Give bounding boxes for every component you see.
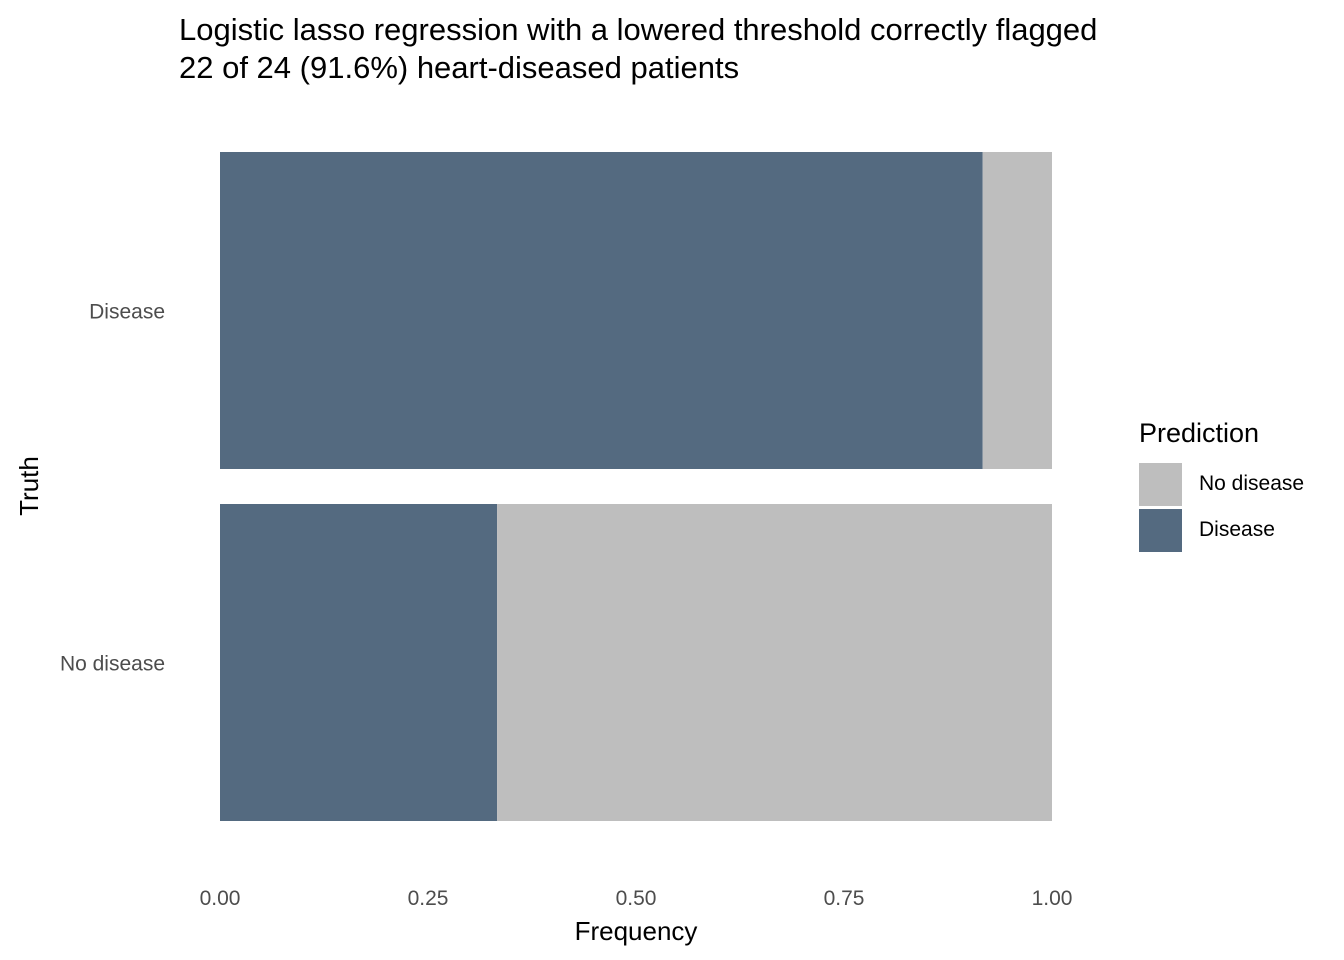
legend-item-no-disease: No disease (1139, 461, 1304, 507)
x-tick-label: 0.00 (200, 887, 241, 910)
legend-label: Disease (1199, 518, 1275, 541)
chart-title-line-2: 22 of 24 (91.6%) heart-diseased patients (179, 50, 740, 85)
y-axis-title: Truth (14, 456, 44, 516)
bars-group (220, 152, 1052, 821)
x-tick-label: 0.50 (616, 887, 657, 910)
x-tick-label: 0.75 (824, 887, 865, 910)
bar-segment-disease-no-disease (982, 152, 1052, 469)
y-tick-label: Disease (89, 301, 165, 324)
chart-title-line-1: Logistic lasso regression with a lowered… (179, 12, 1098, 47)
legend-item-disease: Disease (1139, 507, 1304, 553)
bar-segment-no-disease-no-disease (497, 504, 1052, 821)
bar-segment-no-disease-disease (220, 504, 498, 821)
x-tick-label: 1.00 (1032, 887, 1073, 910)
legend-label: No disease (1199, 472, 1305, 495)
x-tick-labels: 0.00 0.25 0.50 0.75 1.00 (200, 887, 1073, 910)
legend-title: Prediction (1139, 418, 1260, 448)
x-axis-title: Frequency (575, 916, 698, 946)
x-tick-label: 0.25 (408, 887, 449, 910)
y-tick-labels: Disease No disease (60, 301, 165, 676)
legend-swatch-no-disease (1139, 462, 1182, 506)
bar-segment-disease-disease (220, 152, 983, 469)
legend-swatch-disease (1139, 508, 1182, 552)
y-tick-label: No disease (60, 653, 165, 676)
legend: Prediction No disease Disease (1139, 418, 1304, 553)
